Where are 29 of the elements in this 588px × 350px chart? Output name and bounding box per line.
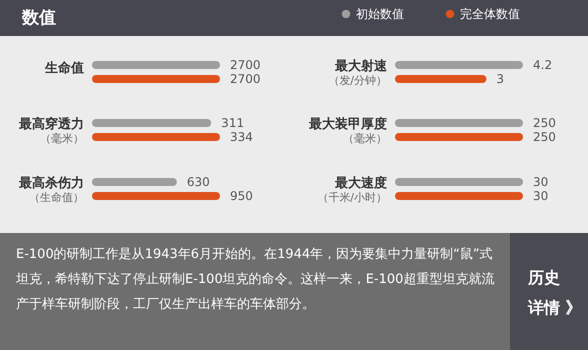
data-label: 2700 [230,58,261,72]
data-label: 2700 [230,72,261,86]
x-axis-title: （千米/小时） [317,191,387,204]
x-axis-title: （毫米） [343,132,387,145]
data-label: 950 [230,189,253,203]
text: E-100的研制工作是从1943年6月开始的。在1944年，因为要集中力量研制“鼠”式坦克，希特勒下达了停止研制E-100坦克的命令。这样一来，E-100超重型坦克就流产于样车研制阶段，工厂仅生产出样车的车体部分。 [0,233,510,350]
data-label: 250 [533,130,556,144]
data-label: 4.2 [533,58,552,72]
category-label: 最高杀伤力 [19,176,84,191]
legend-label: 完全体数值 [460,7,520,21]
x-axis-title: （生命值） [29,191,84,204]
category-label: 最大速度 [335,176,387,191]
data-label: 30 [533,189,548,203]
x-axis-title: （发/分钟） [328,74,387,87]
x-axis-title: （毫米） [40,132,84,145]
category-label: 最大装甲厚度 [309,117,387,132]
legend-label: 初始数值 [356,7,404,21]
category-label: 最高穿透力 [19,117,84,132]
data-label: 250 [533,116,556,130]
chart-title: 数值 [21,8,56,28]
data-label: 334 [230,130,253,144]
category-label: 最大射速 [335,59,387,74]
data-label: 3 [496,72,504,86]
text: 详情 》 [528,298,582,318]
data-label: 630 [186,175,210,189]
category-label: 生命值 [45,61,84,76]
data-label: 311 [221,116,244,130]
data-label: 30 [533,175,548,189]
text: 历史 [528,268,560,288]
